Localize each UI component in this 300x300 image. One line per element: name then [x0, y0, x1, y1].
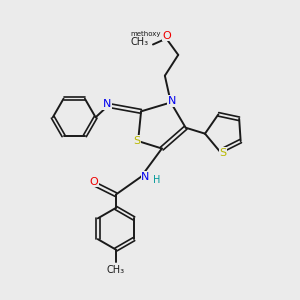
Text: N: N	[141, 172, 150, 182]
Text: N: N	[103, 99, 111, 109]
Text: methoxy: methoxy	[130, 31, 161, 37]
Text: O: O	[163, 31, 171, 40]
Text: H: H	[153, 175, 160, 185]
Text: CH₃: CH₃	[107, 265, 125, 275]
Text: S: S	[133, 136, 140, 146]
Text: O: O	[89, 177, 98, 187]
Text: S: S	[219, 148, 226, 158]
Text: N: N	[168, 96, 176, 106]
Text: CH₃: CH₃	[130, 37, 148, 46]
